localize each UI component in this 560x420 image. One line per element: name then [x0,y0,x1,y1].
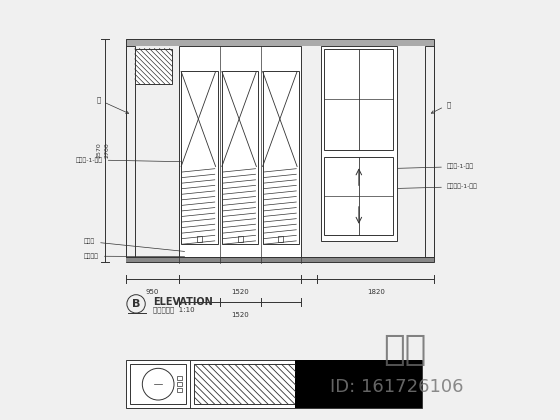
Bar [237,236,242,242]
Text: 柜: 柜 [431,101,451,113]
Bar [125,360,422,408]
Text: 柜: 柜 [96,97,129,113]
Bar [176,376,181,380]
Bar [324,49,394,150]
Bar [125,39,435,47]
Bar [125,47,135,257]
Text: 1520: 1520 [231,289,249,295]
Text: ID: 161726106: ID: 161726106 [330,378,464,396]
Text: 950: 950 [146,289,159,295]
Bar [194,365,295,404]
Bar [176,388,181,392]
Bar [197,236,202,242]
Text: 推拉门-1-面板: 推拉门-1-面板 [76,157,180,163]
Bar [321,47,397,242]
Bar [295,360,422,408]
Text: 2570: 2570 [96,143,101,158]
Bar [278,236,283,242]
Bar [125,257,435,262]
Bar [130,365,186,404]
Text: B: B [132,299,140,309]
Text: 推拉门-1-面板: 推拉门-1-面板 [398,164,474,169]
Text: 踢脚线: 踢脚线 [84,239,185,252]
Bar [222,71,259,244]
Bar [425,47,435,257]
Bar [263,71,299,244]
Bar [176,382,181,386]
Text: 移动推门-1-面板: 移动推门-1-面板 [398,184,478,189]
Text: ELEVATION: ELEVATION [153,297,212,307]
Bar [181,71,218,244]
Text: 2700: 2700 [104,143,109,158]
Bar [324,157,394,235]
Text: 1520: 1520 [231,312,249,318]
Bar [135,49,172,84]
Text: 装饰线脚: 装饰线脚 [84,253,185,259]
Text: 知来: 知来 [384,333,427,367]
Text: 1820: 1820 [367,289,385,295]
Bar [179,47,301,257]
Text: 平展立面图  1:10: 平展立面图 1:10 [153,306,194,312]
Bar [125,39,435,262]
